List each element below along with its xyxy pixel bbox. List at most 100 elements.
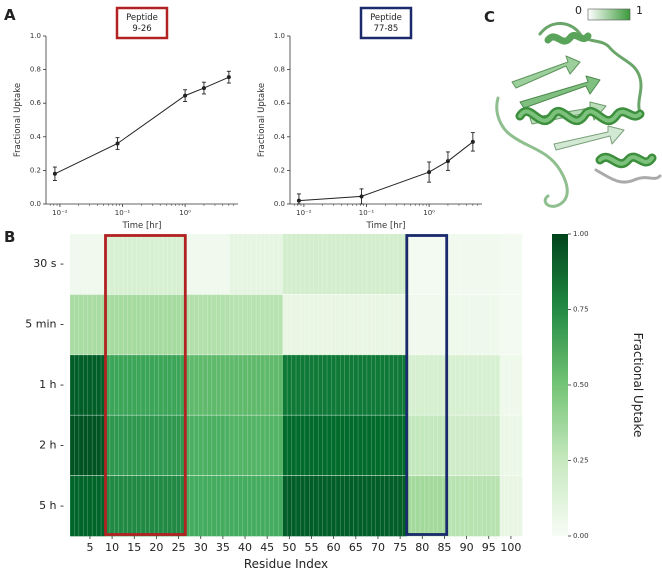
heatmap-cell: [198, 234, 204, 295]
heatmap-cell: [340, 415, 346, 476]
heatmap-cell: [105, 234, 111, 295]
heatmap-cell: [136, 354, 142, 416]
heatmap-cell: [490, 354, 496, 416]
heatmap-cell: [415, 354, 421, 416]
heatmap-cell: [353, 415, 359, 476]
heatmap-cell: [327, 354, 332, 416]
heatmap-cell: [402, 475, 408, 537]
heatmap-cell: [362, 475, 368, 537]
heatmap-cell: [158, 415, 164, 476]
heatmap-cell: [238, 294, 244, 356]
heatmap-cell: [287, 415, 292, 476]
heatmap-cell: [238, 234, 244, 295]
heatmap-cell: [420, 354, 425, 416]
heatmap-cell: [424, 475, 430, 537]
colorbar-tick-label: 0.50: [573, 381, 589, 389]
heatmap-cell: [459, 354, 465, 416]
structure-colorbar: 0 1: [575, 4, 643, 21]
heatmap-cell: [176, 354, 182, 416]
heatmap-cell: [371, 415, 377, 476]
heatmap-cell: [304, 294, 310, 356]
heatmap-cell: [185, 354, 190, 416]
heatmap-cell: [132, 475, 137, 537]
heatmap-cell: [455, 354, 461, 416]
heatmap-cell: [211, 234, 217, 295]
heatmap-cell: [163, 294, 168, 356]
heatmap-cell: [70, 354, 75, 416]
heatmap-cell: [304, 415, 310, 476]
heatmap-cell: [486, 415, 492, 476]
heatmap-cell: [477, 294, 483, 356]
heatmap-cell: [495, 354, 501, 416]
heatmap-cell: [415, 475, 421, 537]
heatmap-cell: [344, 415, 350, 476]
heatmap-cell: [393, 475, 399, 537]
heatmap-cell: [242, 234, 248, 295]
heatmap-cell: [229, 475, 235, 537]
x-tick-label: 10⁰: [179, 209, 191, 217]
x-tick-label: 25: [172, 541, 186, 554]
heatmap-cell: [349, 415, 354, 476]
heatmap-cell: [482, 234, 487, 295]
heatmap-cell: [220, 354, 226, 416]
heatmap-cell: [118, 354, 124, 416]
heatmap-cell: [384, 415, 390, 476]
heatmap-cell: [220, 415, 226, 476]
heatmap-cell: [380, 234, 385, 295]
heatmap-cell: [380, 475, 385, 537]
heatmap-cell: [504, 294, 509, 356]
heatmap-cell: [309, 234, 315, 295]
heatmap-cell: [384, 294, 390, 356]
heatmap-cell: [140, 415, 146, 476]
heatmap-cell: [264, 415, 270, 476]
heatmap-cell: [375, 354, 381, 416]
heatmap-cell: [442, 415, 447, 476]
heatmap-cell: [278, 415, 283, 476]
heatmap-cell: [442, 354, 447, 416]
heatmap-cell: [362, 234, 368, 295]
heatmap-cell: [309, 354, 315, 416]
heatmap-cell: [149, 415, 155, 476]
heatmap-cell: [176, 475, 182, 537]
heatmap-residue-uptake: 30 s - 5 min - 1 h - 2 h - 5 h - 5 10 15 20 25 30 3…: [25, 234, 523, 568]
heatmap-cell: [362, 354, 368, 416]
heatmap-cell: [389, 294, 394, 356]
x-tick-label: 85: [437, 541, 451, 554]
heatmap-cell: [331, 234, 337, 295]
data-point: [115, 141, 120, 146]
heatmap-cell: [473, 294, 478, 356]
data-point: [296, 198, 301, 203]
heatmap-cell: [300, 294, 306, 356]
heatmap-cell: [202, 354, 208, 416]
heatmap-cell: [477, 234, 483, 295]
heatmap-cell: [229, 354, 235, 416]
heatmap-cell: [473, 475, 478, 537]
heatmap-cell: [296, 354, 301, 416]
heatmap-cell: [256, 415, 261, 476]
heatmap-cell: [207, 354, 213, 416]
heatmap-cell: [96, 234, 102, 295]
heatmap-cell: [247, 354, 252, 416]
title-box: [115, 6, 169, 40]
heatmap-cell: [87, 294, 93, 356]
heatmap-cell: [446, 234, 452, 295]
heatmap-cell: [464, 475, 470, 537]
heatmap-cell: [375, 234, 381, 295]
heatmap-cell: [145, 234, 151, 295]
structure-colorbar-max-label: 1: [636, 4, 643, 17]
heatmap-cell: [149, 234, 155, 295]
highlight-box: [405, 234, 449, 536]
heatmap-cell: [225, 294, 230, 356]
heatmap-cell: [420, 475, 425, 537]
heatmap-cell: [327, 475, 332, 537]
heatmap-cell: [273, 354, 279, 416]
heatmap-cell: [504, 415, 509, 476]
heatmap-cell: [70, 234, 75, 295]
heatmap-cell: [101, 354, 106, 416]
heatmap-cell: [167, 294, 173, 356]
heatmap-cell: [402, 354, 408, 416]
heatmap-cell: [309, 475, 315, 537]
heatmap-cell: [446, 475, 452, 537]
x-axis-label: Time [hr]: [121, 221, 161, 231]
heatmap-cell: [145, 294, 151, 356]
